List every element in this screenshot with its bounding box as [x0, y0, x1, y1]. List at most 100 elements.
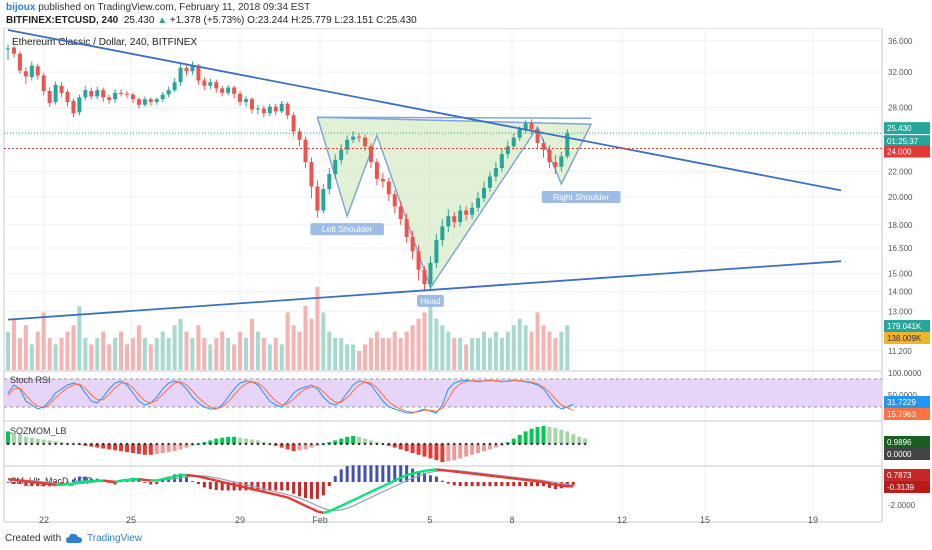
sqzmom-bar: [529, 428, 534, 444]
macd-line-segment: [245, 486, 253, 491]
candle-body: [17, 53, 22, 71]
macd-line-segment: [364, 490, 372, 496]
volume-bar: [452, 338, 457, 370]
last-price: 25.430: [123, 15, 155, 26]
sqzmom-bar: [559, 429, 564, 444]
candle-body: [368, 146, 373, 163]
sqzmom-dot: [328, 442, 331, 446]
volume-bar: [65, 331, 70, 370]
macd-hist-bar: [428, 475, 432, 482]
username-link[interactable]: bijoux: [6, 2, 36, 13]
candle-body: [35, 66, 40, 76]
macd-hist-bar: [12, 482, 16, 484]
macd-line-segment: [49, 482, 56, 486]
macd-hist-bar: [339, 469, 343, 482]
macd-hist-bar: [268, 482, 272, 491]
sqzmom-bar: [142, 444, 147, 455]
candle-body: [517, 129, 522, 138]
macd-line-segment: [382, 482, 390, 488]
macd-line-segment: [138, 478, 145, 482]
macd-line-segment: [257, 489, 265, 493]
macd-line-segment: [43, 482, 50, 486]
sqzmom-bar: [547, 426, 552, 444]
macd-hist-bar: [71, 479, 75, 482]
sqzmom-dot: [476, 442, 480, 446]
sqzmom-bar: [583, 438, 588, 444]
macd-hist-bar: [518, 482, 522, 487]
sqzmom-dot: [155, 442, 158, 446]
level-tag-box: [884, 145, 930, 158]
candle-body: [482, 187, 486, 199]
candle-body: [470, 207, 475, 215]
pattern-label-box: [417, 294, 444, 307]
macd-hist-bar: [309, 482, 313, 499]
candle-body: [511, 137, 516, 147]
y-tick-label: 36.000: [888, 37, 913, 46]
volume-bar: [482, 331, 486, 370]
sqzmom-bar: [107, 444, 112, 450]
candle-body: [6, 48, 10, 50]
volume-ma-tag: 138.009K: [887, 334, 922, 343]
volume-ma-tag-box: [884, 332, 930, 344]
sqzmom-dot: [393, 442, 396, 446]
macd-hist-bar: [381, 465, 385, 482]
macd-hist-bar: [77, 476, 81, 482]
sqzmom-dot: [441, 442, 444, 446]
macd-hist-bar: [452, 482, 456, 486]
macd-line-segment: [394, 476, 402, 482]
volume-bar: [47, 338, 52, 370]
sqzmom-zero-tag-box: [884, 448, 930, 460]
sqzmom-bar: [398, 444, 403, 450]
pattern-label-box: [310, 223, 384, 236]
sqzmom-dot: [119, 442, 123, 446]
sqzmom-dot: [399, 442, 402, 446]
candle-body: [273, 106, 278, 112]
sqzmom-dot: [167, 442, 170, 446]
volume-bar: [29, 344, 34, 370]
x-tick-label: 22: [39, 515, 49, 525]
candle-body: [565, 133, 570, 157]
trendline: [7, 29, 842, 192]
candle-body: [452, 216, 457, 222]
volume-bar: [148, 344, 153, 370]
macd-hist-bar: [143, 482, 147, 483]
candle-body: [505, 146, 510, 155]
macd-line-segment: [144, 478, 151, 482]
candle-body: [101, 90, 106, 98]
volume-bar: [368, 338, 373, 370]
macd-line-segment: [460, 471, 467, 475]
pattern-polygon: [316, 116, 593, 290]
y-tick-label: 11.200: [888, 347, 912, 356]
macd-line-segment: [239, 485, 247, 489]
candle-body: [232, 87, 237, 94]
volume-bar: [380, 338, 385, 370]
macd-line-segment: [561, 484, 568, 488]
macd-hist-bar: [315, 482, 319, 499]
volume-bar: [238, 331, 243, 370]
sqzmom-bar: [29, 437, 34, 444]
y-tick-label: 32.000: [888, 68, 913, 77]
chart-canvas[interactable]: 22 25 29 Feb 5 8 12 15 19 36.000 32.000 28.000 22.00…: [0, 28, 932, 528]
macd-hist-bar: [208, 482, 212, 490]
volume-bar: [333, 338, 338, 370]
macd-title: CM_Ult_MacD_MTF: [10, 476, 93, 486]
sqzmom-dot: [322, 442, 325, 446]
pattern-label: Right Shoulder: [553, 192, 609, 202]
macd-signal-tag-box: [884, 480, 930, 493]
volume-bar: [119, 331, 124, 370]
sqzmom-bar: [148, 444, 153, 455]
sqzmom-dot: [298, 442, 301, 446]
sqzmom-dot: [226, 442, 230, 446]
macd-hist-bar: [321, 482, 325, 496]
sqzmom-dot: [149, 442, 152, 446]
sqzmom-dot: [345, 442, 349, 446]
tradingview-brand-link[interactable]: TradingView: [87, 533, 143, 544]
sqzmom-bar: [535, 426, 540, 444]
sqzmom-dot: [24, 442, 28, 446]
sqzmom-bar: [154, 444, 159, 454]
sqzmom-dot: [429, 442, 432, 446]
volume-bar: [464, 344, 469, 370]
y-tick-label: 20.000: [888, 193, 913, 202]
volume-bar: [232, 344, 237, 370]
sqzmom-dot: [256, 442, 260, 446]
